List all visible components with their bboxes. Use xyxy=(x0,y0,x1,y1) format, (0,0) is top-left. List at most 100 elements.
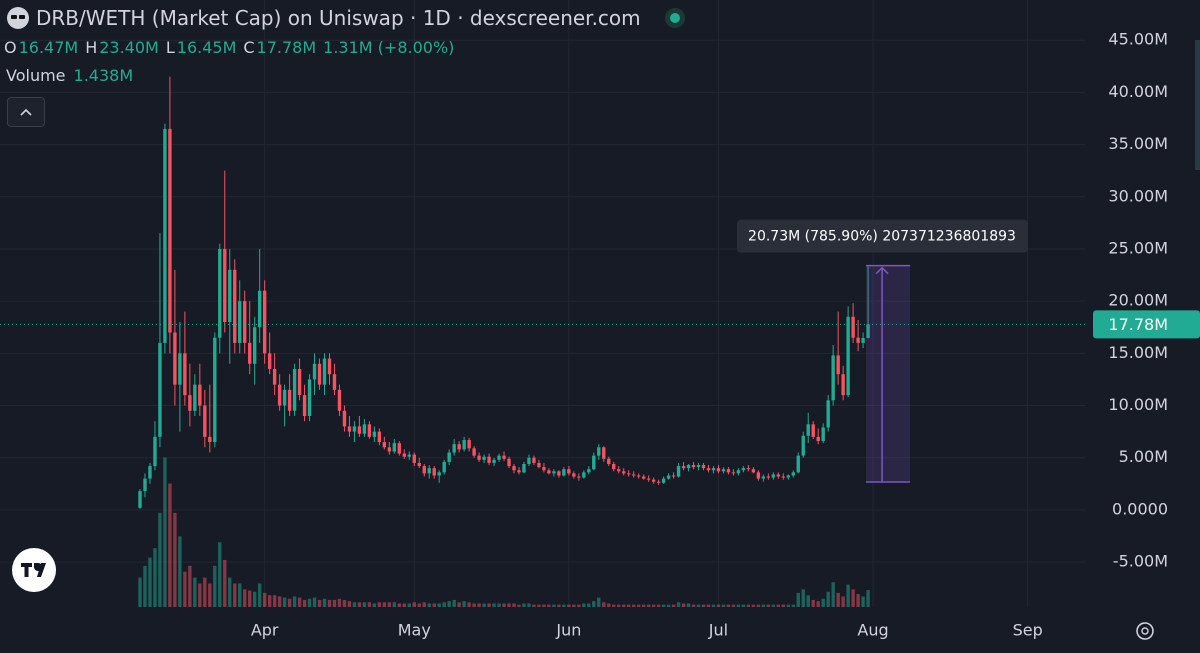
volume-bar xyxy=(527,603,531,607)
candle-body xyxy=(751,469,756,473)
volume-bar xyxy=(696,604,701,607)
candle-body xyxy=(681,466,686,469)
candle-body xyxy=(248,342,252,364)
candle-body xyxy=(537,462,541,468)
volume-bar xyxy=(168,483,172,607)
volume-bar xyxy=(726,604,731,607)
candle-body xyxy=(302,395,307,416)
candle-body xyxy=(337,389,342,411)
candle-body xyxy=(631,474,636,476)
volume-bar xyxy=(238,583,242,607)
collapse-button[interactable] xyxy=(7,97,45,127)
candle-body xyxy=(766,476,771,478)
candle-body xyxy=(163,128,167,343)
volume-bar xyxy=(631,604,636,607)
volume-bar xyxy=(646,604,651,607)
candle-body xyxy=(362,424,367,434)
candle-body xyxy=(467,439,471,449)
candle-body xyxy=(168,128,172,333)
measure-box xyxy=(866,265,911,483)
candle-body xyxy=(856,337,860,343)
volume-bar xyxy=(751,604,756,607)
candle-body xyxy=(761,476,766,479)
volume-bar xyxy=(671,604,676,607)
candle-body xyxy=(826,400,830,428)
candle-body xyxy=(726,469,731,473)
ohlc-key: O xyxy=(4,38,17,57)
volume-bar xyxy=(442,602,446,607)
ohlc-key: L xyxy=(165,38,175,57)
volume-bar xyxy=(831,582,835,607)
volume-bar xyxy=(143,565,147,607)
candle-body xyxy=(307,379,312,416)
volume-bar xyxy=(208,583,212,607)
candle-body xyxy=(532,457,536,463)
volume-bar xyxy=(497,603,501,607)
candle-body xyxy=(407,454,411,457)
volume-bar xyxy=(457,602,461,607)
candle-body xyxy=(646,478,651,480)
axis-scroll xyxy=(1195,40,1200,170)
candle-body xyxy=(203,405,207,437)
x-tick-label: Aug xyxy=(857,621,888,640)
candle-body xyxy=(696,465,701,468)
volume-bar xyxy=(651,604,656,607)
y-tick-label: 30.00M xyxy=(1108,186,1168,205)
volume-bar xyxy=(447,601,451,607)
token-icon xyxy=(7,7,29,29)
candle-body xyxy=(153,436,157,467)
candle-body xyxy=(791,472,795,476)
ohlc-key: C xyxy=(243,38,255,57)
y-tick-label: 45.00M xyxy=(1108,30,1168,49)
candle-body xyxy=(487,456,491,463)
candle-body xyxy=(651,479,656,482)
candle-body xyxy=(746,468,751,470)
candle-body xyxy=(861,337,865,343)
volume-bar xyxy=(158,512,162,607)
volume-bar xyxy=(492,603,496,607)
last-price-label: 17.78M xyxy=(1108,315,1168,334)
candle-body xyxy=(731,472,736,474)
candle-body xyxy=(547,470,551,474)
candle-body xyxy=(193,384,197,411)
volume-bar xyxy=(487,603,491,607)
candle-body xyxy=(641,476,646,479)
candle-body xyxy=(512,466,516,471)
y-tick-label: -5.00M xyxy=(1113,552,1168,571)
candle-body xyxy=(622,471,626,474)
volume-bar xyxy=(412,602,416,607)
candle-body xyxy=(357,426,362,434)
y-tick-label: 25.00M xyxy=(1108,238,1168,257)
candle-body xyxy=(701,465,706,469)
volume-bar xyxy=(262,592,267,607)
ohlc-legend: O 16.47M H 23.40M L 16.45M C 17.78M 1.31M (+8.00… xyxy=(4,38,461,57)
volume-bar xyxy=(233,583,237,607)
candle-body xyxy=(866,324,870,338)
x-tick-label: Sep xyxy=(1013,621,1043,640)
volume-bar xyxy=(243,589,247,607)
y-tick-label: 10.00M xyxy=(1108,395,1168,414)
candle-body xyxy=(257,290,262,328)
volume-bar xyxy=(163,457,167,607)
volume-bar xyxy=(512,603,516,607)
candle-body xyxy=(507,458,511,467)
candle-body xyxy=(776,474,781,477)
volume-bar xyxy=(178,536,182,607)
candle-body xyxy=(552,471,556,474)
candle-body xyxy=(527,457,531,464)
y-tick-label: 0.0000 xyxy=(1112,499,1168,518)
candle-body xyxy=(806,424,810,436)
candle-body xyxy=(577,476,581,478)
tv-logo-bg xyxy=(12,548,56,592)
candle-body xyxy=(233,269,237,343)
volume-bar xyxy=(357,602,362,607)
candle-body xyxy=(238,301,242,343)
volume-bar xyxy=(781,604,785,607)
x-tick-label: Apr xyxy=(251,621,279,640)
volume-bar xyxy=(641,604,646,607)
volume-bar xyxy=(582,603,586,607)
volume-bar xyxy=(572,604,576,607)
measure-arrowhead xyxy=(875,266,889,275)
candle-body xyxy=(472,448,476,456)
